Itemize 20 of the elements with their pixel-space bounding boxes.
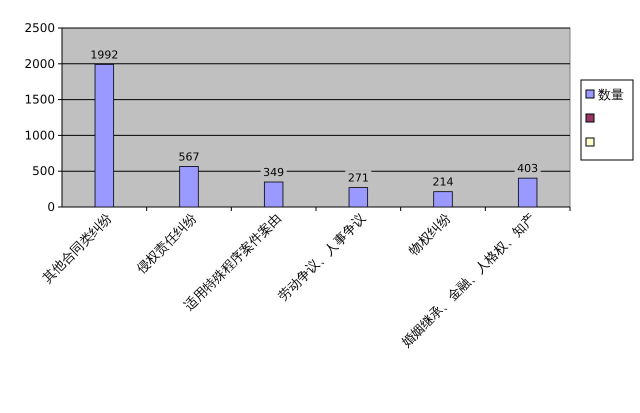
x-tick-label: 物权纠纷 <box>406 211 454 259</box>
y-tick-label: 500 <box>32 164 55 178</box>
bar <box>518 178 538 208</box>
x-tick-label: 侵权责任纠纷 <box>134 211 200 277</box>
y-tick-label: 2000 <box>24 56 55 71</box>
y-tick-label: 0 <box>47 200 55 214</box>
data-label: 271 <box>348 172 369 185</box>
data-label: 1992 <box>90 48 118 62</box>
data-label: 403 <box>517 162 538 176</box>
y-tick-label: 1000 <box>24 128 55 142</box>
x-tick-label: 其他合同类纠纷 <box>40 211 116 286</box>
y-tick-label: 2500 <box>24 21 55 35</box>
data-label: 349 <box>263 166 284 180</box>
data-label: 214 <box>432 176 454 189</box>
bar <box>348 187 368 208</box>
bar <box>433 191 453 208</box>
legend-label: 数量 <box>598 88 624 103</box>
y-tick-label: 1500 <box>24 92 55 107</box>
bar <box>264 182 284 208</box>
data-label: 567 <box>178 150 200 164</box>
